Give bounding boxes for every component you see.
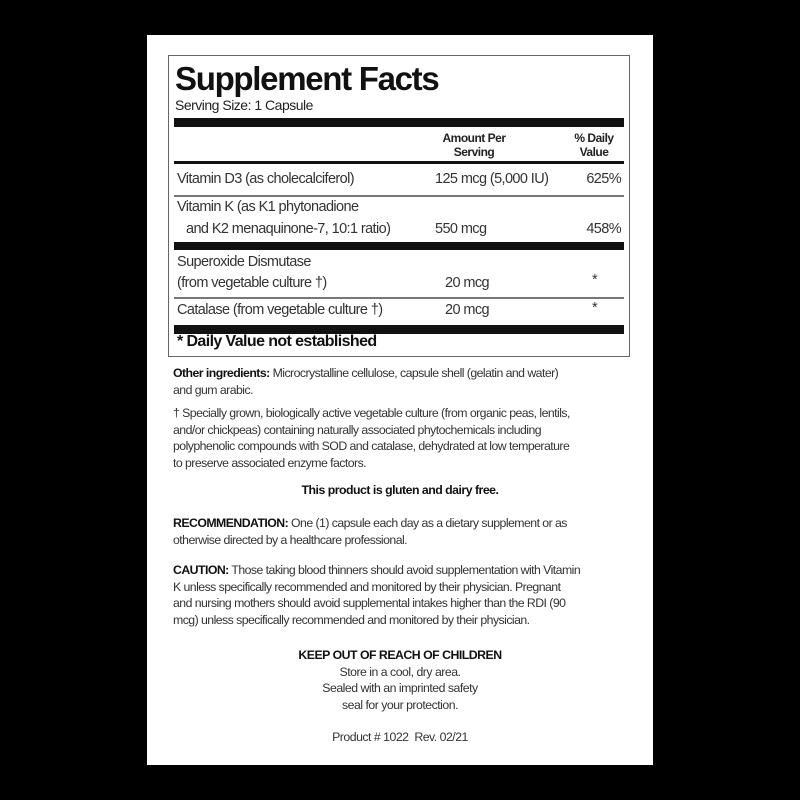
supplement-facts-box: Supplement Facts Serving Size: 1 Capsule… [168,55,630,357]
nutrient-dv: * [592,300,598,316]
other-ingredients-text: Microcrystalline cellulose, capsule shel… [272,366,559,380]
caution-text: and nursing mothers should avoid supplem… [173,596,566,610]
divider-thick [174,242,624,250]
serving-size: Serving Size: 1 Capsule [175,97,313,113]
divider-thin [174,195,624,197]
caution-text: mcg) unless specifically recommended and… [173,612,530,627]
nutrient-name-cont: and K2 menaquinone-7, 10:1 ratio) [186,221,391,237]
column-header-amount: Amount Per Serving [419,131,529,159]
dagger-note-line: and/or chickpeas) containing naturally a… [173,422,542,437]
nutrient-name: Vitamin D3 (as cholecalciferol) [177,171,355,187]
recommendation-label: RECOMMENDATION: [173,516,289,530]
storage: KEEP OUT OF REACH OF CHILDREN Store in a… [147,647,653,713]
keep-out-of-reach-heading: KEEP OUT OF REACH OF CHILDREN [298,648,502,662]
nutrient-name: Vitamin K (as K1 phytonadione [177,199,359,215]
recommendation: RECOMMENDATION: One (1) capsule each day… [173,515,567,548]
storage-line: Store in a cool, dry area. [339,664,461,679]
column-header-dv: % Daily Value [564,131,624,159]
caution: CAUTION: Those taking blood thinners sho… [173,562,581,628]
nutrient-name-cont: (from vegetable culture †) [177,275,327,291]
other-ingredients-label: Other ingredients: [173,366,270,380]
column-header-amount-line2: Serving [453,145,495,159]
divider-medium [174,161,624,164]
recommendation-text: One (1) capsule each day as a dietary su… [291,516,567,530]
facts-title: Supplement Facts [175,60,440,97]
daily-value-footnote: * Daily Value not established [177,333,377,350]
other-ingredients-text: and gum arabic. [173,382,253,397]
caution-text: Those taking blood thinners should avoid… [231,563,581,577]
dagger-note-line: polyphenolic compounds with SOD and cata… [173,439,570,453]
divider-thick [174,118,624,127]
product-number: Product # 1022 Rev. 02/21 [332,730,468,744]
divider-thick [174,325,624,334]
dagger-note-line: to preserve associated enzyme factors. [173,455,367,470]
nutrient-amount: 550 mcg [435,221,487,237]
caution-label: CAUTION: [173,563,229,577]
storage-line: Sealed with an imprinted safety [322,681,478,695]
dagger-note-line: † Specially grown, biologically active v… [173,406,570,420]
column-header-dv-line2: Value [579,145,609,159]
column-header-dv-line1: % Daily [574,131,614,145]
nutrient-dv: 625% [586,171,621,187]
nutrient-dv: * [592,272,598,288]
storage-line: seal for your protection. [342,697,459,712]
nutrient-amount: 20 mcg [445,302,490,318]
nutrient-amount: 125 mcg (5,000 IU) [435,171,549,187]
label-panel: Supplement Facts Serving Size: 1 Capsule… [147,35,653,765]
divider-thin [174,297,624,299]
nutrient-amount: 20 mcg [445,275,490,291]
other-ingredients: Other ingredients: Microcrystalline cell… [173,365,559,398]
dagger-note: † Specially grown, biologically active v… [173,405,570,471]
nutrient-name: Catalase (from vegetable culture †) [177,302,383,318]
column-header-amount-line1: Amount Per [442,131,506,145]
recommendation-text: otherwise directed by a healthcare profe… [173,532,408,547]
nutrient-dv: 458% [586,221,621,237]
nutrient-name: Superoxide Dismutase [177,254,311,270]
caution-text: K unless specifically recommended and mo… [173,579,561,594]
gluten-free-statement: This product is gluten and dairy free. [301,483,499,497]
